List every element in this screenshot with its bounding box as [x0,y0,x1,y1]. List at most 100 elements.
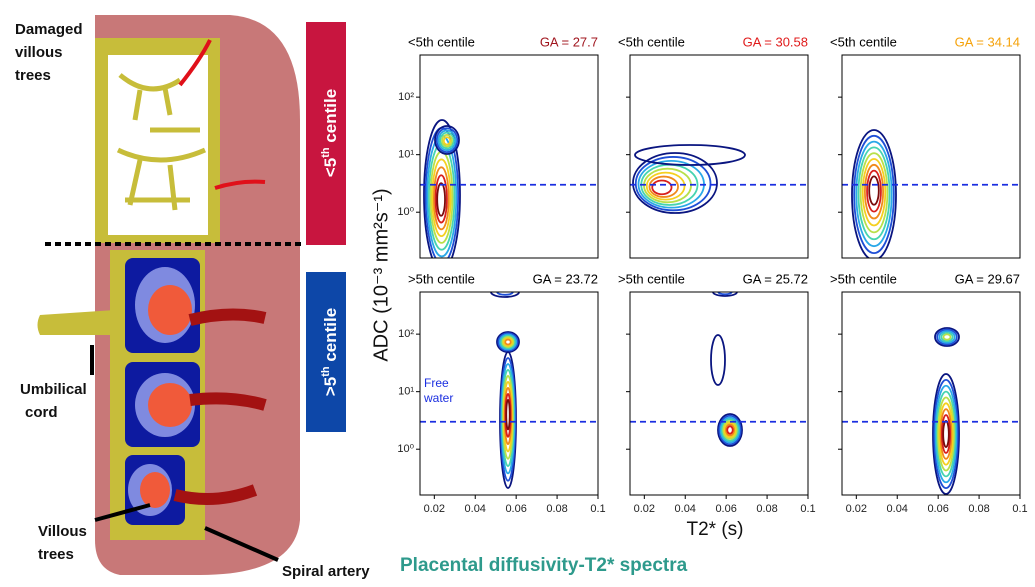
x-tick-label: 0.02 [634,503,655,515]
contour [935,390,957,478]
contour [938,402,954,466]
contour [501,336,515,348]
contour [490,292,520,298]
branches [116,73,207,211]
contours [423,119,461,258]
contour [441,133,453,148]
x-tick-label: 0.04 [465,503,486,515]
contour [435,127,459,154]
text: centile [321,89,340,148]
x-tick-label: 0.06 [505,503,526,515]
text: >5 [321,377,340,396]
contour [442,136,452,146]
contour [717,413,743,447]
contour [718,414,742,446]
contour [505,398,511,431]
contour [725,423,735,437]
annotation: Free [424,376,449,390]
panel: >5th centile GA = 29.67 0.02 0.04 0.06 0.08 0.… [830,271,1028,514]
contour [942,333,952,341]
contour [436,182,446,217]
y-tick-label: 10⁰ [397,206,414,218]
contour [864,163,884,220]
panel-title: >5th centile [408,271,475,286]
contours [851,129,897,258]
contour [651,179,673,196]
label: cord [25,404,58,421]
label: villous [15,44,63,61]
contour [940,331,954,343]
lobe-blood [140,472,170,508]
contour [857,146,891,241]
side-bar-label: >5th centile [320,308,341,396]
contour [710,334,726,386]
lobe-blood [148,383,192,427]
side-bar [306,22,346,245]
y-axis-label: ADC (10⁻³ mm²s⁻¹) [370,188,392,361]
contour [866,169,882,213]
x-tick-label: 0.06 [715,503,736,515]
umbilical-cord [37,310,115,335]
contour [938,330,956,344]
wall [100,50,108,240]
contour [936,328,958,346]
contour [497,332,519,352]
contours [932,327,960,495]
lobe-blood [148,285,192,335]
contours [490,292,520,489]
panel: <5th centile GA = 27.7 10⁰ 10¹ 10² [397,34,599,259]
contour [937,396,955,472]
contour [853,134,895,254]
contour [855,140,893,248]
contour [432,166,450,231]
contour [723,421,737,439]
label: Umbilical [20,381,87,398]
contour [500,334,516,350]
contour [851,129,897,258]
x-tick-label: 0.04 [675,503,696,515]
x-tick-label: 0.02 [846,503,867,515]
panel-ga: GA = 27.7 [540,34,598,49]
text: th [320,366,332,377]
x-tick-label: 0.1 [590,503,605,515]
x-tick-label: 0.1 [1012,503,1027,515]
panel-ga: GA = 23.72 [533,271,598,286]
contour [932,373,960,495]
panel-title: >5th centile [618,271,685,286]
panel-title: <5th centile [830,34,897,49]
panel-ga: GA = 34.14 [955,34,1020,49]
contour [719,416,741,444]
plot-frame [629,291,809,496]
y-tick-label: 10⁰ [397,443,414,455]
contour [726,425,734,435]
contour [861,158,887,227]
panel: <5th centile GA = 34.14 [830,34,1021,259]
artery [214,179,266,190]
x-axis-label: T2* (s) [687,519,744,540]
contour [632,152,718,214]
contour [434,125,460,155]
label: trees [38,546,74,563]
label: Spiral artery [282,563,370,580]
label: Villous [38,523,87,540]
contour [434,174,448,224]
contour [498,333,518,351]
contour [868,175,880,206]
contour [934,384,958,484]
text: th [320,147,332,158]
y-tick-label: 10¹ [398,386,414,398]
artery [178,39,212,87]
panel: >5th centile GA = 23.72 10⁰ 10¹ 10² 0.02 0.04 0… [397,271,605,514]
x-tick-label: 0.08 [968,503,989,515]
contour [437,129,457,152]
contour [933,378,959,490]
footer: Placental diffusivity-T2* spectra [400,555,688,576]
text: centile [321,308,340,367]
contour [439,131,455,150]
x-tick-label: 0.08 [756,503,777,515]
contour [942,420,950,448]
contour [423,119,461,258]
contour [503,337,513,347]
